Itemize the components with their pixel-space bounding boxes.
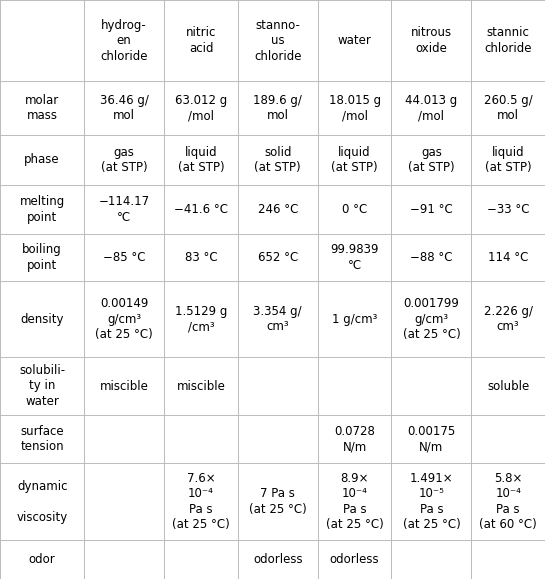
Text: odorless: odorless [253,553,302,566]
Text: −91 °C: −91 °C [410,203,453,216]
Text: gas
(at STP): gas (at STP) [101,145,148,174]
Text: surface
tension: surface tension [20,425,64,453]
Text: 7.6×
10⁻⁴
Pa s
(at 25 °C): 7.6× 10⁻⁴ Pa s (at 25 °C) [172,472,230,532]
Text: −88 °C: −88 °C [410,251,453,264]
Text: 63.012 g
/mol: 63.012 g /mol [175,94,227,122]
Text: 8.9×
10⁻⁴
Pa s
(at 25 °C): 8.9× 10⁻⁴ Pa s (at 25 °C) [326,472,384,532]
Text: solid
(at STP): solid (at STP) [255,145,301,174]
Text: density: density [20,313,64,325]
Text: water: water [338,34,372,47]
Text: melting
point: melting point [20,195,65,224]
Text: 0 °C: 0 °C [342,203,367,216]
Text: soluble: soluble [487,379,529,393]
Text: −114.17
°C: −114.17 °C [99,195,150,224]
Text: −85 °C: −85 °C [103,251,146,264]
Text: 44.013 g
/mol: 44.013 g /mol [405,94,457,122]
Text: boiling
point: boiling point [22,243,62,272]
Text: stannic
chloride: stannic chloride [485,27,532,55]
Text: 2.226 g/
cm³: 2.226 g/ cm³ [483,305,532,334]
Text: −41.6 °C: −41.6 °C [174,203,228,216]
Text: 1.5129 g
/cm³: 1.5129 g /cm³ [175,305,227,334]
Text: hydrog-
en
chloride: hydrog- en chloride [100,19,148,63]
Text: 260.5 g/
mol: 260.5 g/ mol [484,94,532,122]
Text: nitrous
oxide: nitrous oxide [411,27,452,55]
Text: stanno-
us
chloride: stanno- us chloride [254,19,301,63]
Text: 114 °C: 114 °C [488,251,528,264]
Text: 5.8×
10⁻⁴
Pa s
(at 60 °C): 5.8× 10⁻⁴ Pa s (at 60 °C) [479,472,537,532]
Text: 189.6 g/
mol: 189.6 g/ mol [253,94,302,122]
Text: 0.001799
g/cm³
(at 25 °C): 0.001799 g/cm³ (at 25 °C) [403,297,461,341]
Text: phase: phase [25,153,60,166]
Text: liquid
(at STP): liquid (at STP) [331,145,378,174]
Text: liquid
(at STP): liquid (at STP) [485,145,531,174]
Text: 652 °C: 652 °C [258,251,298,264]
Text: 0.00149
g/cm³
(at 25 °C): 0.00149 g/cm³ (at 25 °C) [95,297,153,341]
Text: 18.015 g
/mol: 18.015 g /mol [329,94,380,122]
Text: liquid
(at STP): liquid (at STP) [178,145,225,174]
Text: 0.00175
N/m: 0.00175 N/m [407,425,456,453]
Text: 246 °C: 246 °C [258,203,298,216]
Text: −33 °C: −33 °C [487,203,529,216]
Text: 36.46 g/
mol: 36.46 g/ mol [100,94,149,122]
Text: nitric
acid: nitric acid [186,27,216,55]
Text: dynamic

viscosity: dynamic viscosity [16,479,68,523]
Text: miscible: miscible [177,379,226,393]
Text: 1 g/cm³: 1 g/cm³ [332,313,377,325]
Text: odorless: odorless [330,553,379,566]
Text: molar
mass: molar mass [25,94,59,122]
Text: 1.491×
10⁻⁵
Pa s
(at 25 °C): 1.491× 10⁻⁵ Pa s (at 25 °C) [403,472,461,532]
Text: 3.354 g/
cm³: 3.354 g/ cm³ [253,305,302,334]
Text: 0.0728
N/m: 0.0728 N/m [334,425,375,453]
Text: 7 Pa s
(at 25 °C): 7 Pa s (at 25 °C) [249,488,307,516]
Text: miscible: miscible [100,379,149,393]
Text: odor: odor [29,553,56,566]
Text: gas
(at STP): gas (at STP) [408,145,455,174]
Text: 99.9839
°C: 99.9839 °C [330,243,379,272]
Text: 83 °C: 83 °C [185,251,217,264]
Text: solubili-
ty in
water: solubili- ty in water [19,364,65,408]
